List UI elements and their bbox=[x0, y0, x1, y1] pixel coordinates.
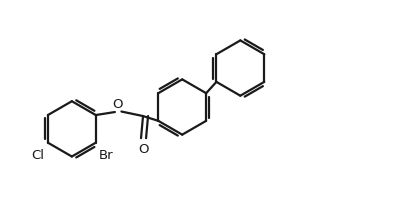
Text: Br: Br bbox=[98, 149, 113, 162]
Text: O: O bbox=[112, 98, 123, 110]
Text: Cl: Cl bbox=[31, 149, 44, 162]
Text: O: O bbox=[138, 143, 149, 156]
